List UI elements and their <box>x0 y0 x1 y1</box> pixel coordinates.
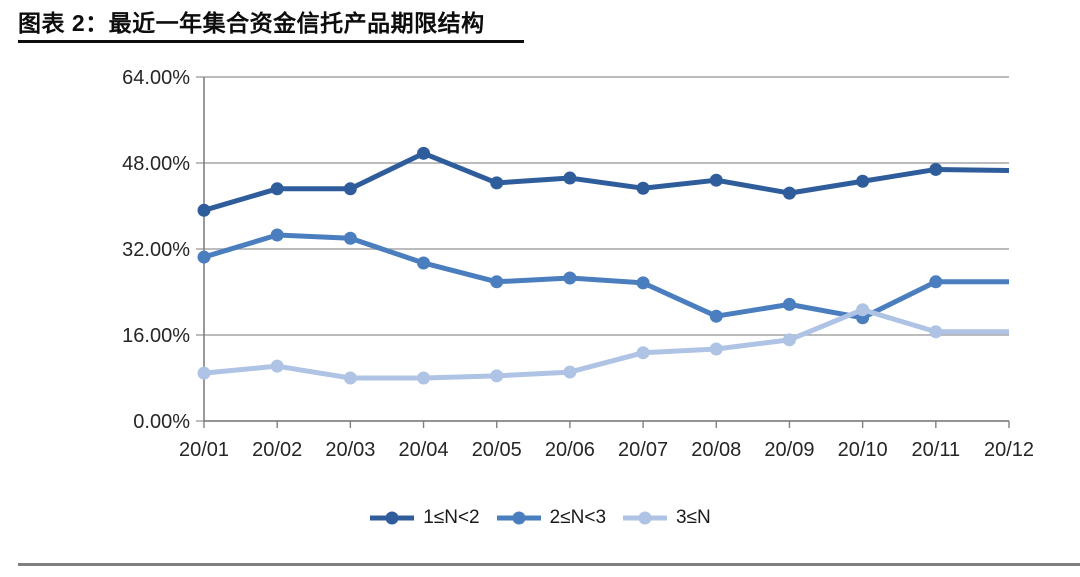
data-point-0-1 <box>270 182 284 196</box>
data-point-2-0 <box>197 366 211 380</box>
x-axis-tick-label: 20/06 <box>545 439 595 461</box>
data-point-0-0 <box>197 203 211 217</box>
bottom-divider <box>18 563 1080 566</box>
data-point-2-9 <box>856 303 870 317</box>
x-axis-tick-label: 20/10 <box>838 439 888 461</box>
legend-swatch-line-icon <box>623 511 668 525</box>
data-point-1-3 <box>417 256 431 270</box>
x-axis-tick-label: 20/04 <box>399 439 449 461</box>
y-axis-tick-label: 16.00% <box>122 325 190 347</box>
data-point-1-2 <box>343 231 357 245</box>
x-axis-tick-label: 20/02 <box>252 439 302 461</box>
data-point-0-5 <box>563 171 577 185</box>
series-line-0 <box>203 150 1010 213</box>
y-axis-tick-label: 64.00% <box>122 67 190 89</box>
y-axis-tick-label: 0.00% <box>133 411 190 433</box>
title-underline <box>18 40 524 43</box>
data-point-0-6 <box>636 181 650 195</box>
data-point-2-5 <box>563 365 577 379</box>
series-line-1 <box>203 232 1009 321</box>
legend-swatch-line-icon <box>496 511 541 525</box>
legend-label: 1≤N<2 <box>423 507 480 528</box>
figure-header: 图表 2：最近一年集合资金信托产品期限结构 <box>18 8 1062 38</box>
x-axis-tick-label: 20/01 <box>179 439 229 461</box>
legend-item-1: 2≤N<3 <box>496 507 606 529</box>
x-axis-tick-label: 20/09 <box>764 439 814 461</box>
x-axis-tick-label: 20/07 <box>618 439 668 461</box>
legend-label: 3≤N <box>676 507 711 528</box>
data-point-2-6 <box>636 346 650 360</box>
data-point-0-7 <box>709 173 723 187</box>
data-point-0-8 <box>782 186 796 200</box>
legend-label: 2≤N<3 <box>549 507 607 528</box>
data-point-1-4 <box>490 275 504 289</box>
figure-title: 图表 2：最近一年集合资金信托产品期限结构 <box>18 10 485 36</box>
data-point-1-7 <box>709 309 723 323</box>
data-point-1-5 <box>563 271 577 285</box>
chart-legend: 1≤N<2 2≤N<3 3≤N <box>0 498 1080 538</box>
data-point-0-4 <box>490 176 504 190</box>
data-point-2-1 <box>270 359 284 373</box>
data-point-1-6 <box>636 276 650 290</box>
y-axis-tick-label: 32.00% <box>122 239 190 261</box>
x-axis-tick-label: 20/08 <box>691 439 741 461</box>
data-point-0-10 <box>929 162 943 176</box>
data-point-0-2 <box>343 182 357 196</box>
y-axis-tick-label: 48.00% <box>122 153 190 175</box>
data-point-2-4 <box>490 369 504 383</box>
data-point-1-8 <box>782 297 796 311</box>
data-point-0-9 <box>856 174 870 188</box>
data-point-1-1 <box>270 228 284 242</box>
legend-item-2: 3≤N <box>622 507 711 529</box>
data-point-2-7 <box>709 342 723 356</box>
data-point-2-8 <box>782 333 796 347</box>
data-point-2-10 <box>929 325 943 339</box>
data-point-2-3 <box>417 371 431 385</box>
legend-item-0: 1≤N<2 <box>369 507 480 529</box>
data-point-0-3 <box>417 146 431 160</box>
data-point-1-10 <box>929 275 943 289</box>
data-point-2-2 <box>343 371 357 385</box>
x-axis-tick-label: 20/11 <box>912 439 961 461</box>
x-axis-tick-label: 20/03 <box>325 439 375 461</box>
series-line-2 <box>203 307 1009 381</box>
x-axis-tick-label: 20/05 <box>472 439 522 461</box>
legend-swatch-line-icon <box>370 511 415 525</box>
x-axis-tick-label: 20/12 <box>984 439 1034 461</box>
data-point-1-0 <box>197 250 211 264</box>
